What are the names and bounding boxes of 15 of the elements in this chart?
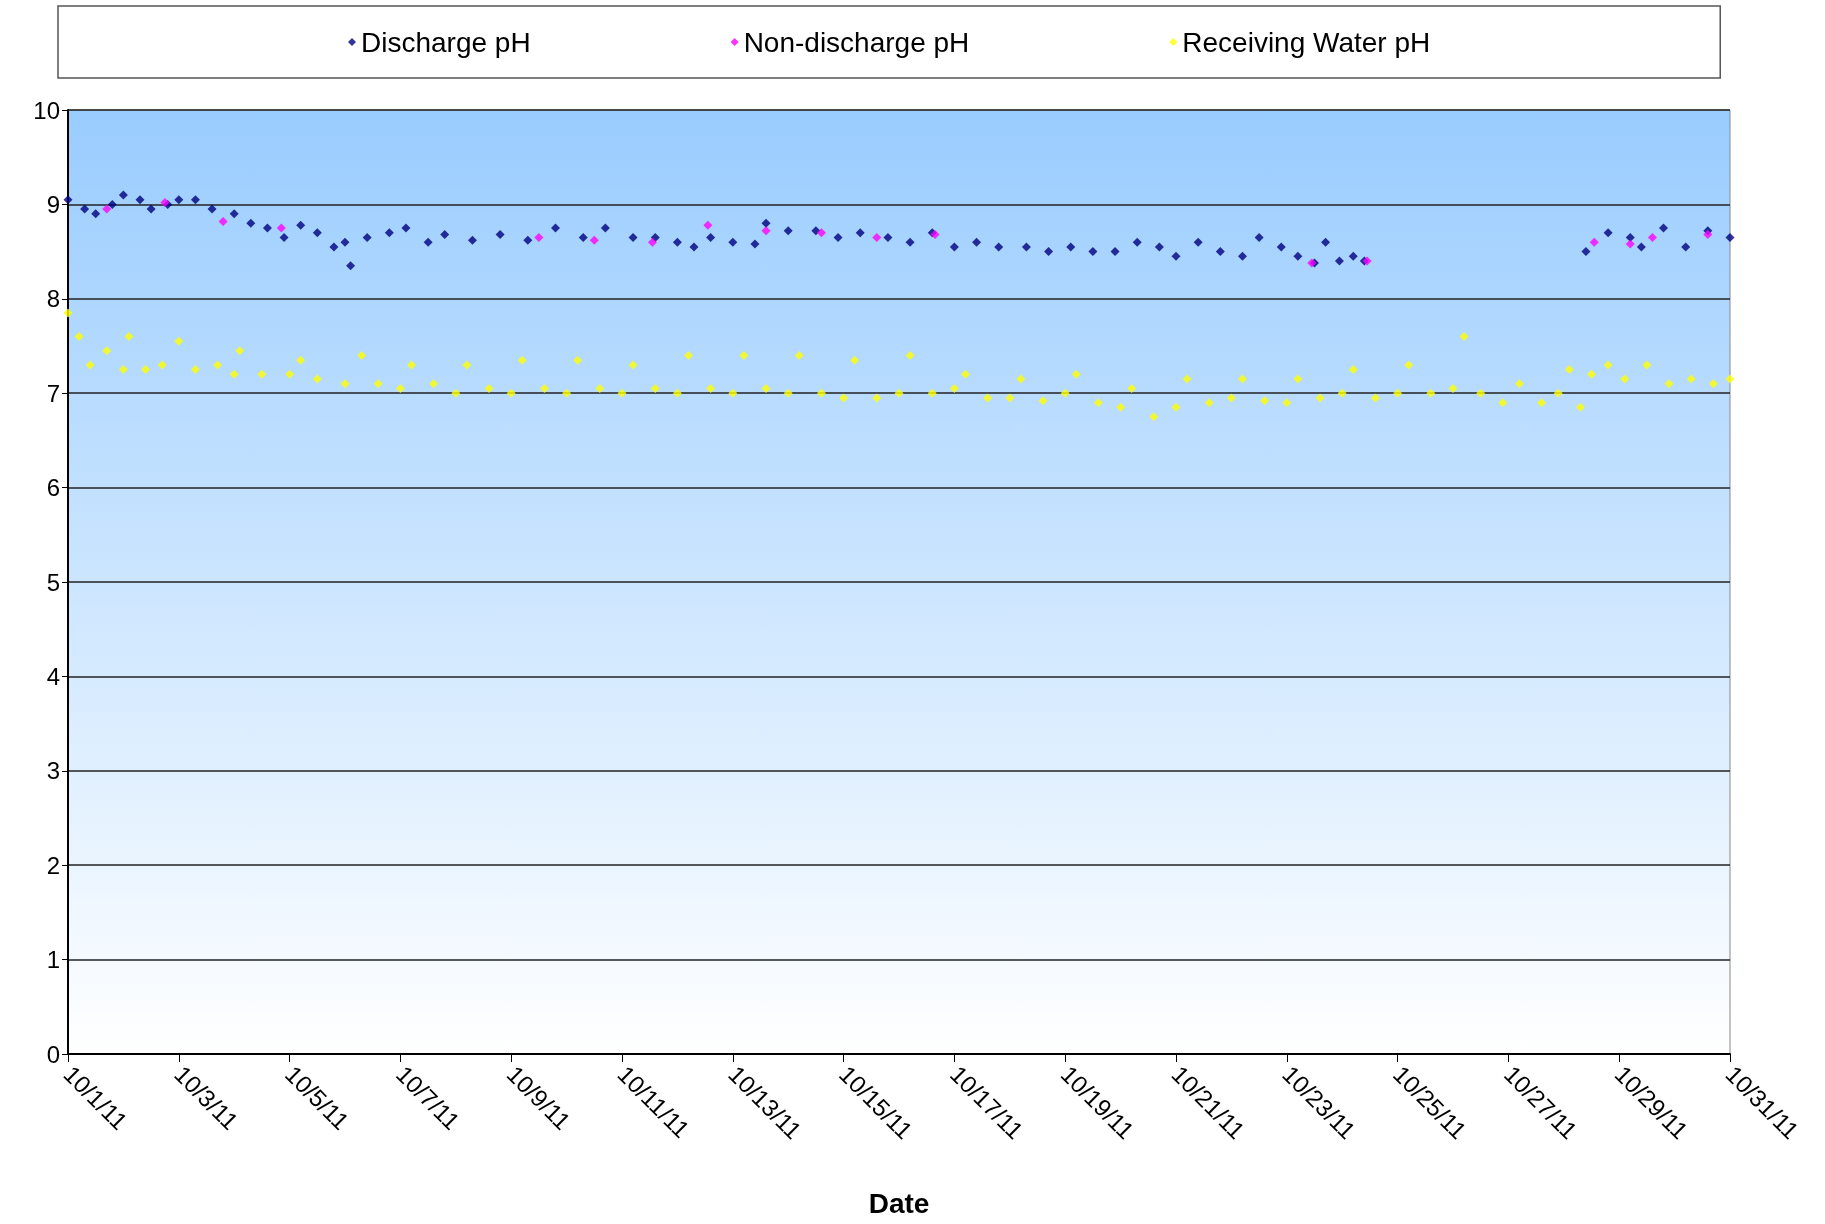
legend-label: Discharge pH — [361, 26, 531, 58]
y-tick-label: 10 — [33, 96, 60, 124]
x-axis-title: Date — [868, 1187, 930, 1219]
legend-label: Receiving Water pH — [1182, 26, 1431, 58]
legend-label: Non-discharge pH — [743, 26, 970, 58]
y-tick-label: 5 — [46, 568, 60, 596]
y-tick-label: 4 — [46, 662, 60, 690]
y-tick-label: 0 — [46, 1040, 60, 1068]
y-tick-label: 3 — [46, 757, 60, 785]
y-tick-label: 6 — [46, 474, 60, 502]
y-tick-label: 7 — [46, 379, 60, 407]
y-tick-label: 8 — [46, 285, 60, 313]
y-tick-label: 9 — [46, 190, 60, 218]
y-tick-label: 1 — [46, 946, 60, 974]
y-tick-label: 2 — [46, 851, 60, 879]
